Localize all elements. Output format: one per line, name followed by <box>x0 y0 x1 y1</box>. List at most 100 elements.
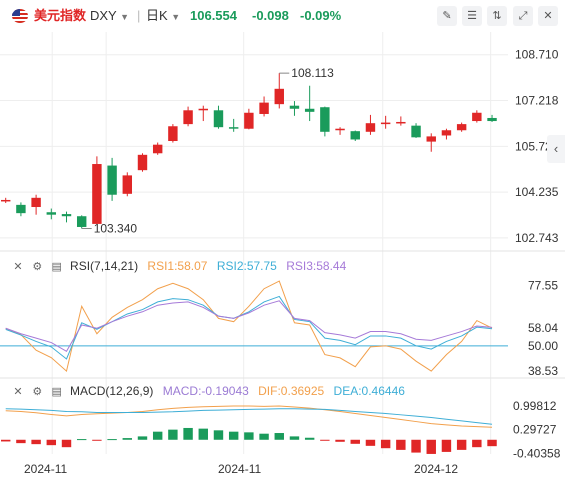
settings-icon[interactable]: ⚙ <box>32 386 43 398</box>
fullscreen-icon[interactable]: ⤢ <box>513 6 533 26</box>
macd-bar <box>198 428 208 440</box>
candle-body <box>304 108 315 112</box>
price-change-pct: -0.09% <box>300 8 342 23</box>
macd-header: ✕ ⚙ ▤ MACD(12,26,9) MACD:-0.19043 DIF:0.… <box>12 382 405 400</box>
macd-bar <box>274 433 284 440</box>
eye-icon[interactable]: ✕ <box>13 261 23 273</box>
candle-body <box>411 125 421 138</box>
collapse-sidebar-icon[interactable]: ‹ <box>547 135 565 163</box>
date-tick-label: 2024-12 <box>414 462 458 476</box>
macd-bar <box>456 439 467 450</box>
close-icon[interactable]: ✕ <box>538 6 558 26</box>
candle-body <box>244 112 254 129</box>
candle-body <box>456 124 467 131</box>
rsi-tick-label: 38.53 <box>528 364 558 378</box>
candle-body <box>61 214 72 217</box>
candle-body <box>396 121 406 124</box>
macd-bar <box>304 437 315 440</box>
macd-value-label: MACD:-0.19043 <box>162 384 249 398</box>
candle-body <box>213 110 224 128</box>
price-tick-label: 107.218 <box>515 94 559 108</box>
macd-bar <box>411 439 421 453</box>
macd-bar <box>289 436 300 440</box>
candle-body <box>183 110 193 125</box>
chevron-down-icon: ▼ <box>120 12 130 22</box>
rsi-series-line-rsi2 <box>5 295 493 360</box>
macd-bar <box>380 439 391 449</box>
interval-selector[interactable]: 日K ▼ <box>146 0 180 32</box>
dea-value-label: DEA:0.46446 <box>333 384 405 398</box>
macd-bar <box>122 438 133 440</box>
rsi-label: RSI(7,14,21) <box>70 259 139 273</box>
macd-bar <box>168 429 178 440</box>
candle-body <box>320 107 330 132</box>
candle-body <box>92 164 102 224</box>
candle-body <box>1 199 11 202</box>
candle-body <box>335 128 345 131</box>
macd-bar <box>487 439 497 447</box>
low-price-annotation: 103.340 <box>94 222 138 236</box>
candle-body <box>228 127 239 129</box>
macd-bar <box>61 439 72 448</box>
macd-label: MACD(12,26,9) <box>70 384 154 398</box>
macd-bar <box>365 439 376 446</box>
macd-bar <box>244 432 254 440</box>
rsi-series-line-rsi1 <box>5 280 493 372</box>
settings-icon[interactable]: ⚙ <box>32 261 43 273</box>
toolbar-divider: | <box>137 8 141 23</box>
symbol-selector[interactable]: DXY ▼ <box>90 0 129 32</box>
candle-body <box>152 144 163 154</box>
macd-bar <box>259 433 269 440</box>
date-tick-label: 2024-11 <box>218 462 261 476</box>
compare-icon[interactable]: ⇅ <box>487 6 507 26</box>
macd-bar <box>31 439 41 445</box>
rsi-tick-label: 58.04 <box>528 321 558 335</box>
macd-bar <box>472 439 482 448</box>
rsi2-label: RSI2:57.75 <box>216 259 277 273</box>
eye-icon[interactable]: ✕ <box>13 386 23 398</box>
chevron-down-icon: ▼ <box>171 12 181 22</box>
macd-bar <box>76 439 87 441</box>
macd-bar <box>441 439 452 452</box>
pen-icon[interactable]: ✎ <box>437 6 457 26</box>
candle-body <box>274 88 284 105</box>
drawing-tools-icon[interactable]: ☰ <box>462 6 482 26</box>
symbol-label: DXY <box>90 8 117 23</box>
interval-label: 日K <box>146 8 168 23</box>
rsi3-label: RSI3:58.44 <box>286 259 347 273</box>
chart-canvas[interactable]: 108.710107.218105.726104.235102.74377.55… <box>0 32 565 483</box>
instrument-name[interactable]: 美元指数 <box>34 8 87 23</box>
candle-body <box>46 212 57 215</box>
indicator-switch-icon[interactable]: ▤ <box>51 386 62 398</box>
candle-body <box>487 117 497 122</box>
rsi-lines <box>0 280 508 372</box>
candle-body <box>365 123 376 132</box>
us-flag-icon <box>12 9 28 23</box>
macd-tick-label: 0.29727 <box>513 423 557 437</box>
candle-body <box>76 216 87 227</box>
macd-bar <box>335 439 345 442</box>
indicator-switch-icon[interactable]: ▤ <box>51 261 62 273</box>
macd-bar <box>320 439 330 441</box>
rsi-tick-label: 50.00 <box>528 339 558 353</box>
macd-bar <box>426 439 436 454</box>
macd-bar <box>16 439 26 444</box>
macd-bar <box>137 436 148 440</box>
last-price: 106.554 <box>190 8 237 23</box>
rsi1-label: RSI1:58.07 <box>147 259 208 273</box>
price-change: -0.098 <box>252 8 289 23</box>
macd-line-dea <box>5 408 493 425</box>
macd-bar <box>183 427 193 440</box>
candle-body <box>137 154 148 171</box>
rsi-tick-label: 77.55 <box>528 278 558 292</box>
candle-body <box>31 197 41 208</box>
macd-tick-label: -0.40358 <box>513 446 561 460</box>
candle-body <box>122 175 133 194</box>
macd-bar <box>228 431 239 440</box>
grid-lines <box>0 32 565 454</box>
rsi-header: ✕ ⚙ ▤ RSI(7,14,21) RSI1:58.07 RSI2:57.75… <box>12 257 346 275</box>
date-tick-label: 2024-11 <box>24 462 67 476</box>
chart-area[interactable]: 108.710 107.218 105.726 104.235 102.743 77.55… <box>0 32 565 483</box>
macd-line-dif <box>5 405 493 428</box>
candle-body <box>168 126 178 141</box>
